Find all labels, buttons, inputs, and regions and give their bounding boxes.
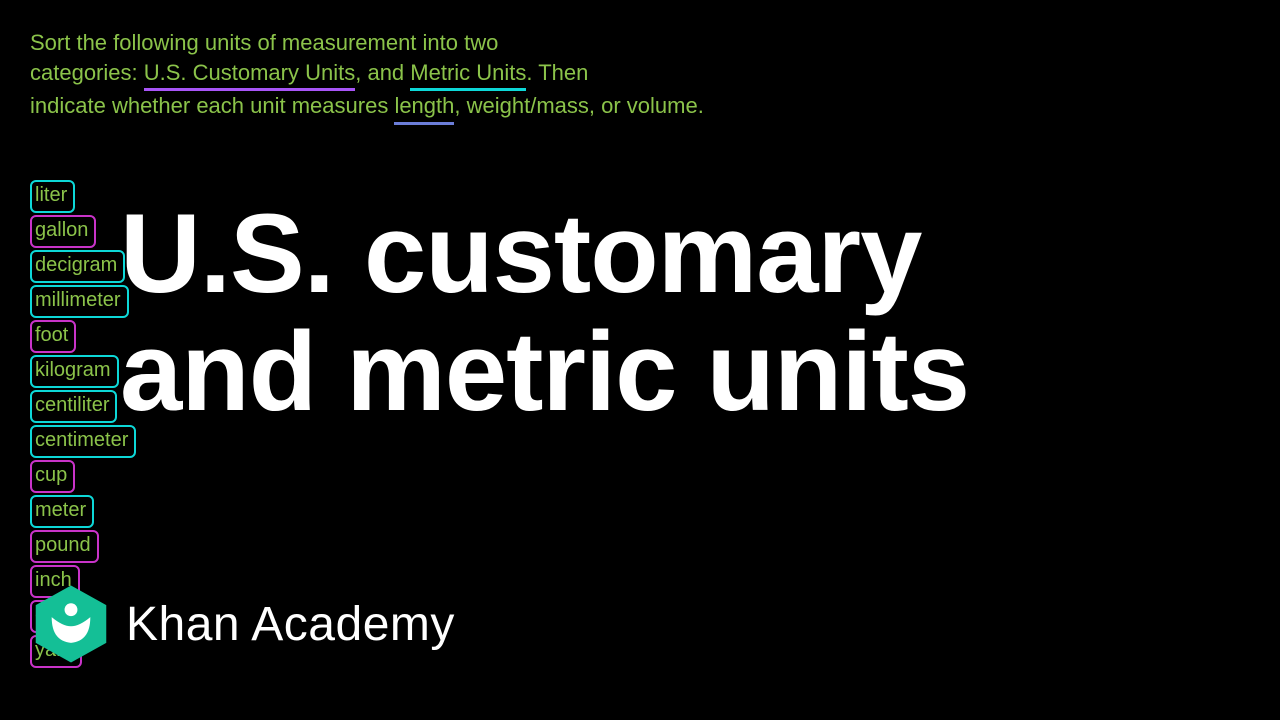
video-title: U.S. customary and metric units bbox=[120, 195, 1280, 430]
instruction-line3a: indicate whether each unit measures bbox=[30, 93, 394, 118]
unit-foot: foot bbox=[30, 320, 76, 353]
instruction-line2b: , and bbox=[355, 60, 410, 85]
unit-liter: liter bbox=[30, 180, 75, 213]
unit-centiliter: centiliter bbox=[30, 390, 117, 423]
unit-pound: pound bbox=[30, 530, 99, 563]
metric-units-label: Metric Units bbox=[410, 58, 526, 92]
us-customary-label: U.S. Customary Units bbox=[144, 58, 356, 92]
instruction-line2c: . Then bbox=[526, 60, 588, 85]
instruction-line3b: , weight/mass, or volume. bbox=[454, 93, 703, 118]
unit-millimeter: millimeter bbox=[30, 285, 129, 318]
instruction-line1: Sort the following units of measurement … bbox=[30, 30, 498, 55]
unit-meter: meter bbox=[30, 495, 94, 528]
unit-kilogram: kilogram bbox=[30, 355, 119, 388]
unit-decigram: decigram bbox=[30, 250, 125, 283]
title-line1: U.S. customary bbox=[120, 191, 921, 316]
length-label: length bbox=[394, 91, 454, 125]
instruction-line2a: categories: bbox=[30, 60, 144, 85]
khan-academy-badge: Khan Academy bbox=[30, 583, 455, 665]
title-line2: and metric units bbox=[120, 309, 969, 434]
unit-gallon: gallon bbox=[30, 215, 96, 248]
khan-logo-icon bbox=[30, 583, 112, 665]
unit-cup: cup bbox=[30, 460, 75, 493]
khan-academy-text: Khan Academy bbox=[126, 597, 455, 652]
instruction-text: Sort the following units of measurement … bbox=[30, 28, 1250, 125]
